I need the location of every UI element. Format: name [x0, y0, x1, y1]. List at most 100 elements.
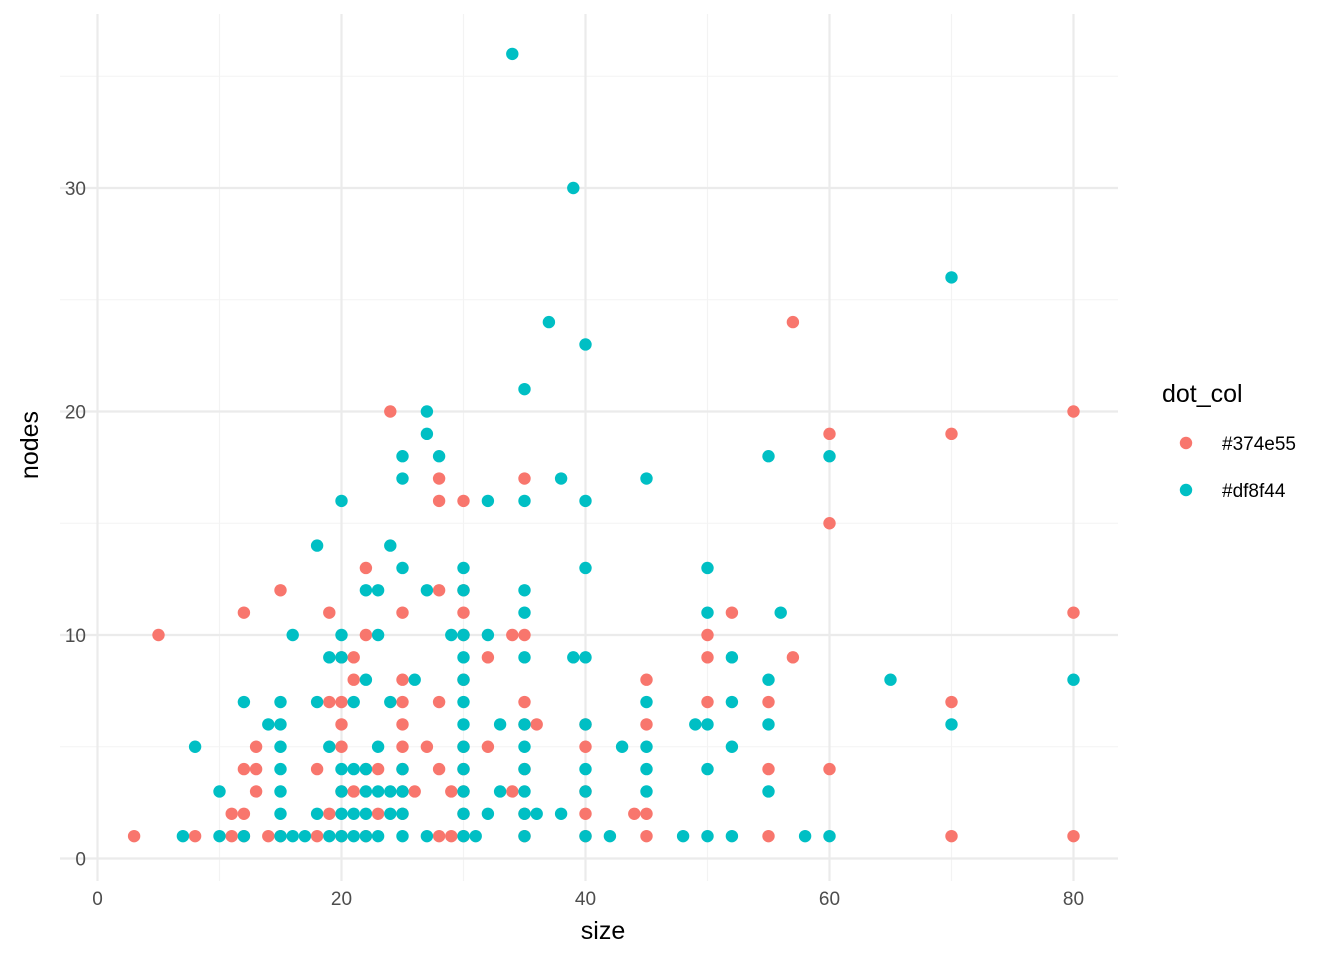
data-point-series-1 [701, 695, 714, 709]
data-point-series-1 [481, 740, 495, 753]
data-point-series-1 [786, 315, 800, 329]
data-point-series-2 [396, 762, 409, 776]
data-point-series-1 [530, 718, 543, 731]
data-point-series-2 [420, 427, 434, 441]
data-point-series-2 [286, 628, 299, 642]
data-point-series-2 [481, 807, 495, 820]
data-point-series-1 [274, 584, 287, 597]
data-point-series-2 [518, 718, 531, 731]
data-point-series-1 [579, 740, 592, 753]
data-point-series-2 [457, 561, 470, 575]
data-point-series-2 [725, 651, 739, 664]
data-point-series-2 [274, 695, 287, 709]
data-point-series-1 [1067, 606, 1080, 619]
data-point-series-2 [689, 718, 702, 731]
data-point-series-1 [249, 740, 263, 753]
data-point-series-1 [640, 718, 653, 731]
data-point-series-1 [408, 785, 421, 798]
data-point-series-2 [542, 315, 556, 329]
data-point-series-2 [518, 785, 531, 798]
grid-lines [60, 14, 1118, 881]
data-point-series-1 [237, 606, 251, 619]
data-point-series-2 [323, 651, 336, 664]
data-point-series-2 [347, 829, 360, 843]
data-point-series-1 [432, 472, 446, 485]
data-point-series-2 [579, 829, 592, 843]
data-point-series-2 [640, 762, 653, 776]
data-point-series-2 [323, 740, 336, 753]
data-point-series-2 [420, 584, 434, 597]
data-point-series-1 [725, 606, 739, 619]
data-point-series-1 [347, 785, 360, 798]
data-point-series-2 [371, 628, 385, 642]
data-point-series-1 [396, 606, 409, 619]
data-point-series-2 [640, 695, 653, 709]
data-point-series-2 [274, 807, 287, 820]
data-point-series-2 [274, 829, 287, 843]
legend-key [1179, 436, 1193, 450]
y-tick-label: 10 [65, 626, 86, 647]
data-point-series-2 [335, 785, 348, 798]
y-tick-label: 0 [75, 850, 86, 871]
data-point-series-1 [237, 807, 251, 820]
data-point-series-1 [481, 651, 495, 664]
data-point-series-2 [493, 785, 507, 798]
data-point-series-2 [481, 628, 495, 642]
data-point-series-2 [237, 829, 251, 843]
data-point-series-1 [225, 829, 238, 843]
data-point-series-2 [798, 829, 812, 843]
data-point-series-2 [506, 47, 519, 61]
data-point-series-1 [762, 762, 775, 776]
data-point-series-2 [945, 718, 958, 731]
data-point-series-2 [701, 718, 714, 731]
data-point-series-2 [396, 807, 409, 820]
data-point-series-1 [359, 628, 373, 642]
data-point-series-2 [396, 561, 409, 575]
data-point-series-2 [310, 695, 324, 709]
data-point-series-2 [384, 807, 397, 820]
data-point-series-1 [1067, 405, 1080, 418]
data-point-series-2 [371, 740, 385, 753]
data-point-series-2 [384, 539, 397, 552]
data-point-series-2 [518, 494, 531, 508]
legend-label: #374e55 [1222, 434, 1296, 455]
data-point-series-1 [371, 762, 385, 776]
y-tick-label: 30 [65, 179, 86, 200]
data-point-series-2 [457, 762, 470, 776]
data-point-series-2 [554, 472, 568, 485]
data-point-series-1 [335, 695, 348, 709]
data-point-series-2 [188, 740, 202, 753]
data-point-series-1 [432, 762, 446, 776]
data-point-series-1 [249, 785, 263, 798]
data-point-series-2 [347, 807, 360, 820]
data-point-series-2 [579, 494, 592, 508]
data-point-series-1 [371, 807, 385, 820]
data-point-series-2 [945, 271, 958, 284]
data-point-series-2 [762, 718, 775, 731]
data-point-series-1 [1067, 829, 1080, 843]
data-point-series-2 [725, 829, 739, 843]
data-point-series-2 [701, 829, 714, 843]
data-point-series-2 [518, 829, 531, 843]
data-point-series-2 [579, 561, 592, 575]
data-point-series-2 [420, 405, 434, 418]
data-point-series-2 [310, 539, 324, 552]
data-point-series-2 [603, 829, 617, 843]
data-point-series-1 [823, 427, 836, 441]
data-point-series-2 [640, 472, 653, 485]
data-point-series-2 [237, 695, 251, 709]
data-point-series-1 [823, 762, 836, 776]
data-point-series-1 [384, 405, 397, 418]
data-point-series-1 [249, 762, 263, 776]
data-point-series-2 [518, 651, 531, 664]
data-point-series-2 [457, 740, 470, 753]
data-point-series-2 [396, 829, 409, 843]
data-point-series-2 [457, 829, 470, 843]
data-point-series-2 [518, 584, 531, 597]
y-tick-label: 20 [65, 403, 86, 424]
data-point-series-2 [335, 829, 348, 843]
x-tick-label: 40 [575, 889, 596, 910]
data-point-series-2 [725, 740, 739, 753]
data-point-series-1 [323, 606, 336, 619]
data-point-series-2 [884, 673, 897, 686]
